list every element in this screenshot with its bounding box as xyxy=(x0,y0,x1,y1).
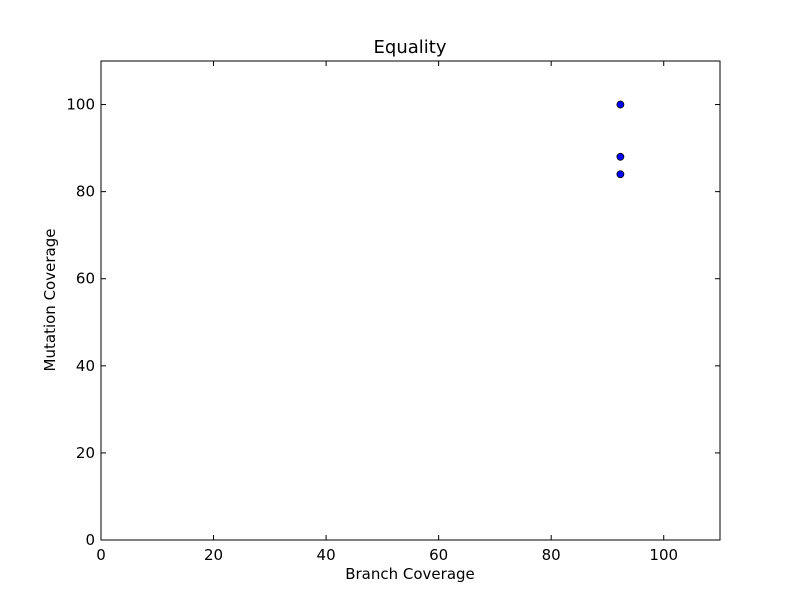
x-tick-label: 60 xyxy=(429,546,448,564)
y-tick-label: 60 xyxy=(76,270,95,288)
y-tick-label: 40 xyxy=(76,357,95,375)
chart-title: Equality xyxy=(374,37,447,58)
x-tick-label: 0 xyxy=(96,546,106,564)
data-point xyxy=(616,100,625,109)
data-point xyxy=(616,170,625,179)
x-tick-label: 80 xyxy=(542,546,561,564)
y-tick-label: 80 xyxy=(76,183,95,201)
y-tick-label: 100 xyxy=(66,96,95,114)
ticks-layer: 0 20 40 60 80 100 0 20 40 60 80 100 xyxy=(66,61,720,564)
y-axis-label: Mutation Coverage xyxy=(41,229,59,372)
data-point xyxy=(616,152,625,161)
x-tick-label: 20 xyxy=(204,546,223,564)
y-tick-label: 0 xyxy=(85,531,95,549)
x-axis-label: Branch Coverage xyxy=(345,565,475,583)
points-layer xyxy=(616,100,625,179)
x-tick-label: 40 xyxy=(317,546,336,564)
y-tick-label: 20 xyxy=(76,444,95,462)
x-tick-label: 100 xyxy=(649,546,678,564)
plot-area xyxy=(100,60,721,541)
